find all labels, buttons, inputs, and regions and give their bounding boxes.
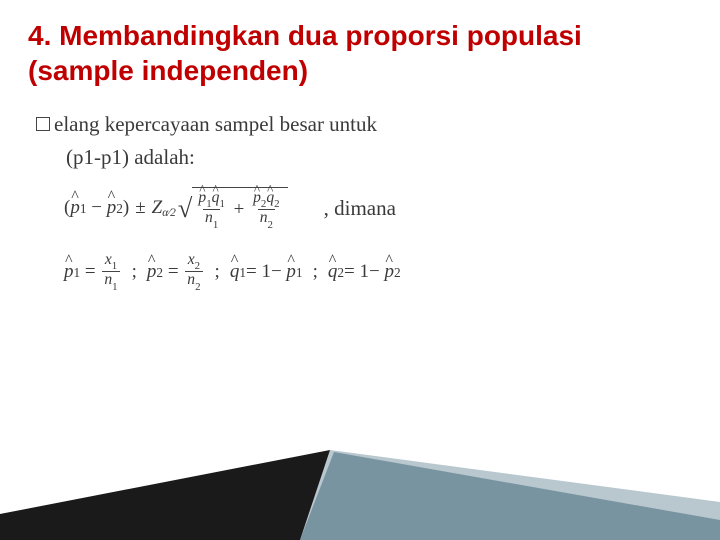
dimana-text: , dimana [324,194,396,223]
body-line-1: elang kepercayaan sampel besar untuk [36,110,692,139]
slide-title: 4. Membandingkan dua proporsi populasi (… [28,18,692,88]
body-content: elang kepercayaan sampel besar untuk (p1… [28,110,692,292]
confidence-interval-formula: ( p1 − p2 ) ± Zα⁄2 √ p1q1 n1 + [36,187,692,230]
body-line-2: (p1-p1) adalah: [36,143,692,172]
line1-text: elang kepercayaan sampel besar untuk [54,112,377,136]
definitions-formula: p1 = x1 n1 ; p2 = x2 n2 ; q1 = [36,252,692,292]
bullet-icon [36,117,50,131]
